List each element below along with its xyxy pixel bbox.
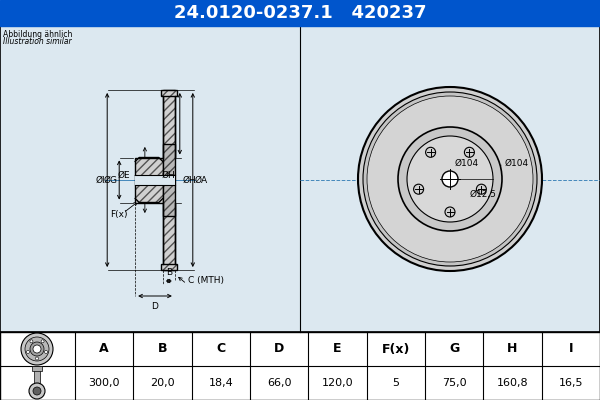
Bar <box>163 202 175 270</box>
Bar <box>163 90 175 158</box>
Text: B: B <box>166 268 172 277</box>
Text: 16,5: 16,5 <box>559 378 583 388</box>
Bar <box>0 0 600 26</box>
Circle shape <box>367 96 533 262</box>
Circle shape <box>476 184 487 194</box>
Text: Abbildung ähnlich: Abbildung ähnlich <box>3 30 73 39</box>
Text: ØH: ØH <box>183 176 197 184</box>
Circle shape <box>358 87 542 271</box>
Text: 24.0120-0237.1   420237: 24.0120-0237.1 420237 <box>174 4 426 22</box>
Text: H: H <box>508 342 518 356</box>
Text: Ø104: Ø104 <box>505 158 529 168</box>
Bar <box>163 202 175 270</box>
Text: B: B <box>158 342 167 356</box>
Bar <box>34 369 40 385</box>
Bar <box>163 144 175 216</box>
Circle shape <box>442 171 458 187</box>
Text: ØE: ØE <box>118 170 130 180</box>
Circle shape <box>363 92 537 266</box>
Text: 18,4: 18,4 <box>208 378 233 388</box>
Circle shape <box>30 342 44 356</box>
Text: C (MTH): C (MTH) <box>188 276 224 286</box>
Text: G: G <box>449 342 459 356</box>
Bar <box>161 264 177 270</box>
Text: 75,0: 75,0 <box>442 378 466 388</box>
Bar <box>161 264 177 270</box>
Text: F(x): F(x) <box>110 210 128 220</box>
Bar <box>0 332 600 400</box>
Text: D: D <box>152 302 158 311</box>
Circle shape <box>29 383 45 399</box>
Text: ØH: ØH <box>162 170 176 180</box>
Circle shape <box>25 337 49 361</box>
Text: Ø12,5: Ø12,5 <box>470 190 497 200</box>
Circle shape <box>407 136 493 222</box>
Text: 300,0: 300,0 <box>88 378 120 388</box>
Text: Illustration similar: Illustration similar <box>3 37 71 46</box>
Text: F(x): F(x) <box>382 342 410 356</box>
Circle shape <box>21 333 53 365</box>
Bar <box>161 90 177 96</box>
Bar <box>135 158 163 202</box>
Text: I: I <box>569 342 573 356</box>
Text: 5: 5 <box>392 378 400 388</box>
Circle shape <box>30 340 33 343</box>
Text: E: E <box>333 342 342 356</box>
Text: ØG: ØG <box>103 176 117 184</box>
Text: D: D <box>274 342 284 356</box>
Text: 66,0: 66,0 <box>267 378 292 388</box>
Bar <box>0 26 600 332</box>
Circle shape <box>33 387 41 395</box>
Text: ØI: ØI <box>95 176 105 184</box>
Bar <box>161 90 177 96</box>
Circle shape <box>26 350 29 354</box>
Text: C: C <box>216 342 226 356</box>
Text: 160,8: 160,8 <box>497 378 529 388</box>
Circle shape <box>398 127 502 231</box>
Text: A: A <box>100 342 109 356</box>
Text: 120,0: 120,0 <box>322 378 353 388</box>
Circle shape <box>35 357 38 360</box>
Circle shape <box>464 147 475 157</box>
Bar <box>163 144 175 216</box>
Circle shape <box>44 350 47 354</box>
Bar <box>135 175 175 185</box>
Text: ØA: ØA <box>195 176 208 184</box>
Circle shape <box>425 147 436 157</box>
Circle shape <box>33 345 41 353</box>
Bar <box>135 158 163 202</box>
Text: Ø104: Ø104 <box>455 158 479 168</box>
Bar <box>32 366 42 371</box>
Circle shape <box>41 340 44 343</box>
Circle shape <box>413 184 424 194</box>
Text: ATE: ATE <box>238 160 362 220</box>
Circle shape <box>445 207 455 217</box>
Text: 20,0: 20,0 <box>150 378 175 388</box>
Bar <box>163 90 175 158</box>
